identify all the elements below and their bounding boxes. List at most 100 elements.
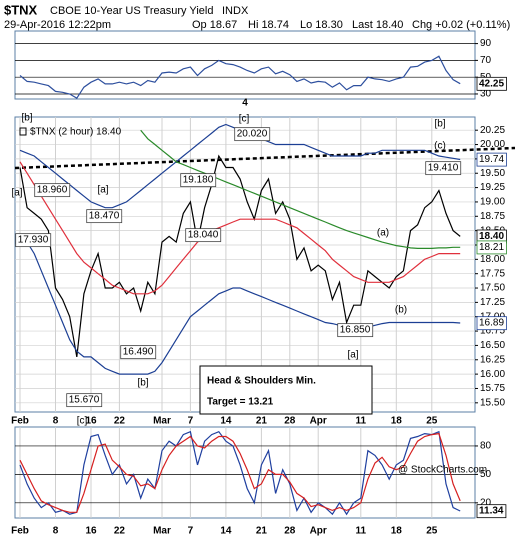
- label-box: [234, 127, 271, 142]
- legend-icon: [19, 127, 27, 136]
- label-box: [120, 345, 157, 360]
- x-tick-label: 7: [188, 526, 194, 537]
- y-tick-label: 18.75: [480, 211, 505, 222]
- y-tick-label: 20.00: [480, 139, 505, 150]
- wave-label: 4: [242, 98, 248, 109]
- label-box: [476, 76, 507, 91]
- y-tick-label: 20: [480, 497, 492, 508]
- y-tick-label: 19.50: [480, 168, 505, 179]
- wave-label: [c]: [77, 416, 88, 427]
- quote-change: Chg +0.02 (+0.11%): [412, 19, 510, 31]
- price-label: 18.470: [89, 211, 120, 222]
- callout-text: Target = 13.21: [207, 397, 274, 408]
- wave-label: (a): [377, 228, 389, 239]
- x-tick-label: 25: [426, 526, 438, 537]
- x-tick-label: 28: [284, 416, 296, 427]
- x-tick-label: 22: [114, 526, 126, 537]
- quote-high: Hi 18.74: [248, 19, 289, 31]
- watermark: @ StockCharts.com: [398, 465, 487, 476]
- price-label: 18.040: [188, 230, 219, 241]
- series-line: [19, 55, 461, 100]
- wave-label: [c]: [239, 114, 250, 125]
- x-tick-label: Feb: [11, 526, 29, 537]
- callout-text: Head & Shoulders Min.: [207, 376, 316, 387]
- exchange: INDX: [222, 5, 249, 17]
- y-tick-label: 15.50: [480, 397, 505, 408]
- wave-label: [a]: [97, 185, 108, 196]
- label-box: [476, 152, 507, 167]
- x-tick-label: Mar: [153, 526, 171, 537]
- end-label: 16.89: [479, 318, 504, 329]
- x-tick-label: 16: [85, 526, 97, 537]
- x-tick-label: 8: [53, 526, 59, 537]
- price-label: 20.020: [237, 129, 268, 140]
- label-box: [180, 173, 217, 188]
- price-label: 15.670: [69, 395, 100, 406]
- quote-open: Op 18.67: [192, 19, 237, 31]
- series-line: [140, 129, 461, 249]
- y-tick-label: 80: [480, 441, 492, 452]
- wave-label: (b): [395, 305, 407, 316]
- x-tick-label: 18: [391, 416, 403, 427]
- y-tick-label: 19.25: [480, 182, 505, 193]
- wave-label: [a]: [347, 350, 358, 361]
- series-line: [19, 432, 461, 513]
- wave-label: [b]: [137, 378, 148, 389]
- label-box: [476, 316, 507, 331]
- end-label: 18.21: [479, 242, 504, 253]
- callout-box: [199, 365, 373, 415]
- x-tick-label: Apr: [310, 526, 327, 537]
- x-tick-label: 28: [284, 526, 296, 537]
- timestamp: 29-Apr-2016 12:22pm: [4, 19, 111, 31]
- x-tick-label: 8: [53, 416, 59, 427]
- x-tick-label: 11: [356, 416, 367, 427]
- x-tick-label: 14: [220, 416, 232, 427]
- y-tick-label: 18.00: [480, 254, 505, 265]
- price-label: 17.930: [18, 235, 49, 246]
- y-tick-label: 19.00: [480, 197, 505, 208]
- end-label: 42.25: [479, 78, 504, 89]
- y-tick-label: 17.75: [480, 268, 505, 279]
- x-tick-label: 21: [256, 526, 268, 537]
- x-tick-label: 16: [85, 416, 97, 427]
- label-box: [86, 209, 123, 224]
- y-tick-label: 16.75: [480, 326, 505, 337]
- symbol: $TNX: [4, 2, 38, 17]
- price-label: 19.410: [428, 163, 459, 174]
- panel: [14, 116, 476, 413]
- x-tick-label: 7: [188, 416, 194, 427]
- end-label: 19.74: [479, 154, 504, 165]
- label-box: [185, 228, 222, 243]
- label-box: [476, 240, 507, 255]
- y-tick-label: 15.75: [480, 383, 505, 394]
- price-label: 16.850: [340, 325, 371, 336]
- y-tick-label: 90: [480, 38, 492, 49]
- y-tick-label: 50: [480, 469, 492, 480]
- label-box: [15, 233, 52, 248]
- y-tick-label: 20.25: [480, 125, 505, 136]
- wave-label: [b]: [21, 113, 32, 124]
- end-label: 18.40: [479, 231, 504, 242]
- series-line: [19, 161, 461, 295]
- wave-label: (c): [434, 141, 446, 152]
- legend-label: $TNX (2 hour) 18.40: [30, 127, 122, 138]
- x-tick-label: 11: [356, 526, 367, 537]
- label-box: [337, 323, 374, 338]
- x-tick-label: Apr: [310, 416, 327, 427]
- y-tick-label: 30: [480, 89, 492, 100]
- label-box: [66, 393, 103, 408]
- x-tick-label: 18: [391, 526, 403, 537]
- x-tick-label: 22: [114, 416, 126, 427]
- label-box: [425, 161, 462, 176]
- x-tick-label: Feb: [11, 416, 29, 427]
- y-tick-label: 17.50: [480, 283, 505, 294]
- y-tick-label: 70: [480, 55, 492, 66]
- series-line: [19, 235, 461, 375]
- quote-low: Lo 18.30: [300, 19, 343, 31]
- y-tick-label: 16.50: [480, 340, 505, 351]
- x-tick-label: 25: [426, 416, 438, 427]
- x-tick-label: Mar: [153, 416, 171, 427]
- y-tick-label: 16.00: [480, 369, 505, 380]
